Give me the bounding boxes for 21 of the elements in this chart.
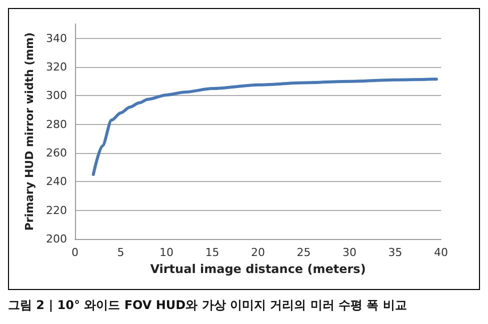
x-tick-label: 0 bbox=[72, 246, 78, 259]
caption: 그림 2 | 10° 와이드 FOV HUD와 가상 이미지 거리의 미러 수평 폭 비교 bbox=[8, 297, 407, 314]
y-tick-label: 280 bbox=[46, 118, 67, 131]
x-tick-label: 30 bbox=[342, 246, 356, 259]
x-tick-label: 20 bbox=[251, 246, 265, 259]
y-axis-title: Primary HUD mirror width (mm) bbox=[23, 32, 36, 231]
y-tick-label: 300 bbox=[46, 89, 67, 102]
y-tick-label: 200 bbox=[46, 232, 67, 246]
x-tick-label: 5 bbox=[117, 246, 124, 259]
x-tick-label: 10 bbox=[160, 246, 174, 259]
line-series bbox=[92, 78, 438, 176]
x-tick-label: 35 bbox=[388, 246, 402, 259]
y-tick-label: 220 bbox=[46, 204, 67, 217]
y-tick-label: 320 bbox=[46, 60, 67, 74]
x-axis-title: Virtual image distance (meters) bbox=[150, 262, 366, 276]
y-tick-label: 260 bbox=[46, 146, 67, 160]
x-tick-label: 25 bbox=[296, 246, 311, 259]
y-tick-label: 240 bbox=[46, 175, 67, 188]
y-tick-label: 340 bbox=[46, 32, 67, 45]
x-tick-label: 15 bbox=[205, 246, 220, 259]
x-tick-label: 40 bbox=[434, 246, 448, 259]
